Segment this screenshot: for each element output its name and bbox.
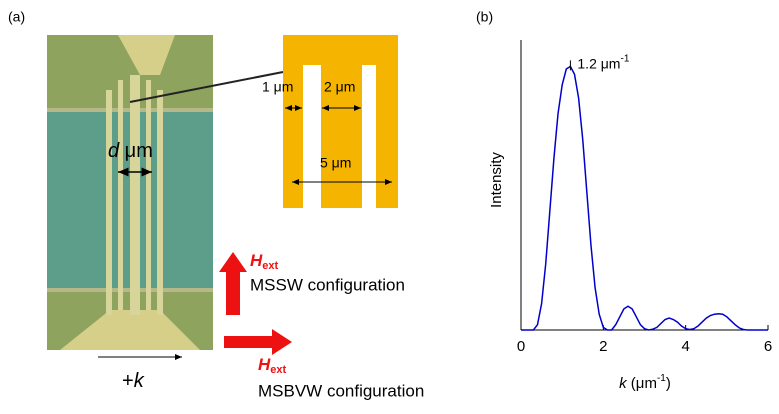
x-tick-label: 0 (517, 338, 525, 355)
symbol: k (619, 375, 628, 392)
annotation-sup: -1 (620, 53, 629, 64)
x-tick-label: 2 (599, 338, 607, 355)
subscript: ext (270, 364, 286, 376)
d-label: d μm (108, 140, 153, 162)
wavevector: +k (122, 370, 145, 392)
configuration: MSSW configuration (250, 275, 405, 294)
y-axis-label: Intensity (488, 152, 505, 208)
configuration: MSBVW configuration (258, 381, 424, 400)
close: ) (666, 375, 671, 392)
x-tick-label: 6 (764, 338, 772, 355)
x-axis-label: k (μm-1) (619, 373, 671, 392)
data-line (521, 65, 768, 331)
zoom-line (129, 71, 284, 103)
panel-label: (b) (476, 9, 493, 25)
field-label: Hext (250, 251, 279, 271)
dimension: 2 μm (324, 79, 355, 95)
superscript: -1 (657, 373, 666, 384)
field-arrow (224, 329, 292, 355)
subscript: ext (262, 260, 278, 272)
unit: (μm (627, 375, 657, 392)
field-arrow (219, 252, 247, 315)
symbol: H (250, 251, 263, 270)
symbol: k (134, 370, 145, 392)
unit: μm (119, 140, 153, 162)
annotation: 1.2 μm-1 (577, 53, 629, 71)
dimension: 1 μm (262, 79, 293, 95)
micrograph (47, 35, 213, 350)
symbol: d (108, 140, 120, 162)
dimension: 5 μm (320, 155, 351, 171)
x-tick-label: 4 (681, 338, 689, 355)
annotation-text: 1.2 μm (577, 55, 620, 71)
panel-label: (a) (8, 9, 25, 25)
field-label: Hext (258, 355, 287, 375)
symbol: H (258, 355, 271, 374)
sign: + (122, 370, 134, 392)
inset-electrode (283, 35, 398, 208)
